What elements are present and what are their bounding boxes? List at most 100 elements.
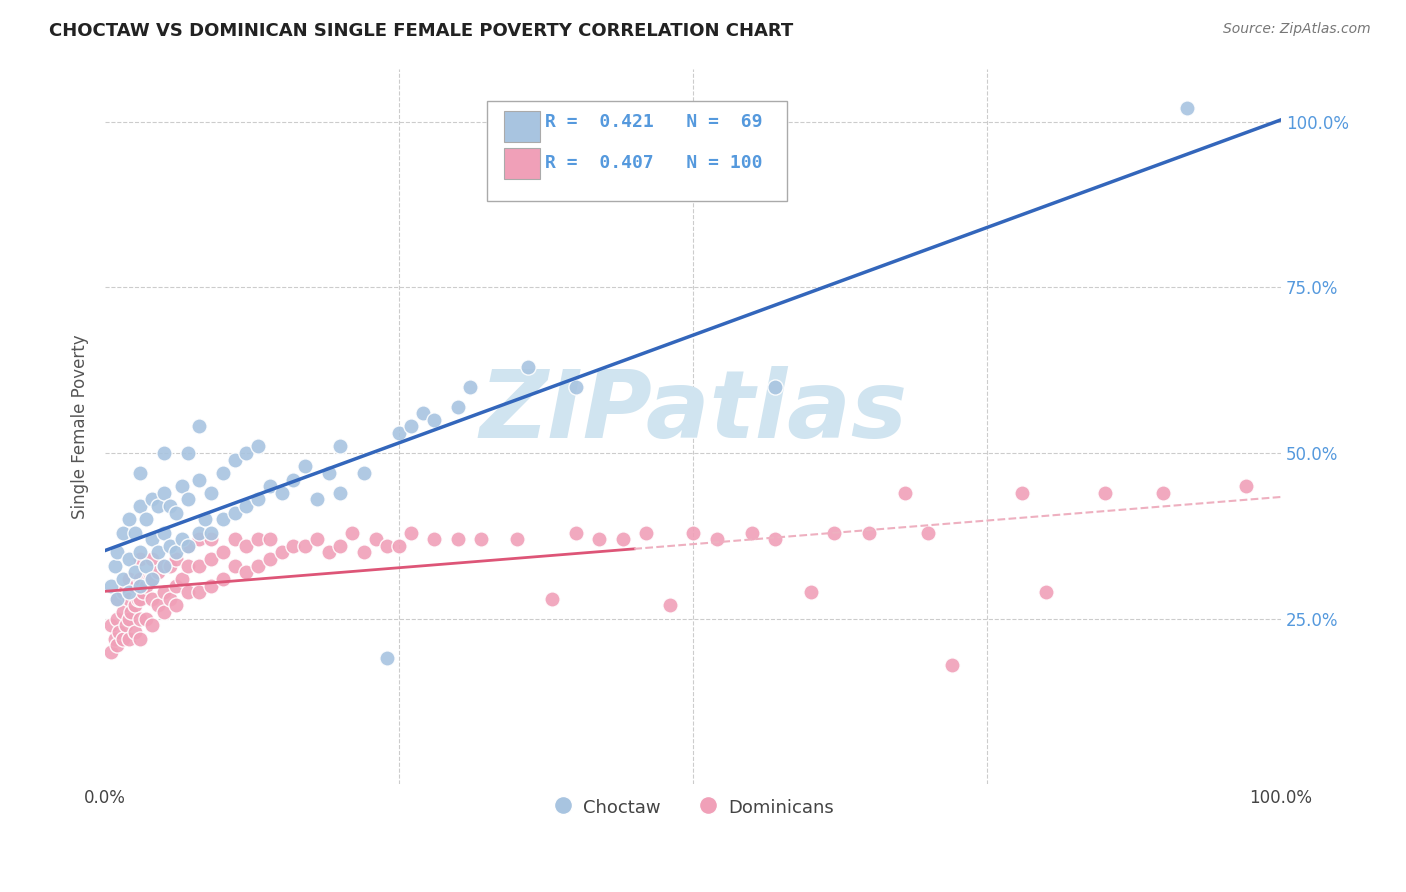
- Point: [159, 591, 181, 606]
- Point: [141, 572, 163, 586]
- Point: [153, 525, 176, 540]
- Point: [294, 459, 316, 474]
- Point: [141, 591, 163, 606]
- Point: [118, 512, 141, 526]
- Point: [340, 525, 363, 540]
- Point: [318, 466, 340, 480]
- Point: [200, 552, 222, 566]
- Point: [129, 612, 152, 626]
- Point: [124, 624, 146, 639]
- Point: [270, 545, 292, 559]
- Text: R =  0.407   N = 100: R = 0.407 N = 100: [546, 154, 762, 172]
- Point: [170, 479, 193, 493]
- Point: [146, 499, 169, 513]
- Point: [120, 605, 142, 619]
- Point: [423, 413, 446, 427]
- Point: [388, 539, 411, 553]
- Point: [153, 585, 176, 599]
- Point: [129, 572, 152, 586]
- Point: [118, 591, 141, 606]
- FancyBboxPatch shape: [503, 148, 540, 179]
- Point: [165, 552, 187, 566]
- Point: [211, 545, 233, 559]
- Point: [111, 632, 134, 646]
- Point: [165, 599, 187, 613]
- Point: [176, 539, 198, 553]
- Point: [141, 552, 163, 566]
- Point: [224, 452, 246, 467]
- Point: [105, 638, 128, 652]
- Point: [377, 539, 399, 553]
- Point: [706, 532, 728, 546]
- Point: [200, 525, 222, 540]
- Point: [124, 599, 146, 613]
- Point: [129, 545, 152, 559]
- Point: [917, 525, 939, 540]
- Point: [470, 532, 492, 546]
- Point: [129, 632, 152, 646]
- Text: CHOCTAW VS DOMINICAN SINGLE FEMALE POVERTY CORRELATION CHART: CHOCTAW VS DOMINICAN SINGLE FEMALE POVER…: [49, 22, 793, 40]
- Point: [800, 585, 823, 599]
- Y-axis label: Single Female Poverty: Single Female Poverty: [72, 334, 89, 519]
- Point: [588, 532, 610, 546]
- Point: [318, 545, 340, 559]
- Point: [235, 566, 257, 580]
- Point: [388, 426, 411, 441]
- Point: [741, 525, 763, 540]
- Point: [283, 539, 305, 553]
- Point: [634, 525, 657, 540]
- Point: [111, 605, 134, 619]
- Point: [541, 591, 564, 606]
- Point: [105, 545, 128, 559]
- Point: [170, 572, 193, 586]
- Point: [247, 439, 270, 453]
- Point: [200, 532, 222, 546]
- Point: [129, 499, 152, 513]
- Point: [153, 558, 176, 573]
- Point: [132, 585, 155, 599]
- Point: [153, 446, 176, 460]
- Point: [141, 572, 163, 586]
- Point: [141, 492, 163, 507]
- Point: [100, 645, 122, 659]
- Point: [111, 525, 134, 540]
- Point: [399, 419, 422, 434]
- Point: [235, 499, 257, 513]
- Point: [200, 578, 222, 592]
- Point: [188, 419, 211, 434]
- Point: [176, 558, 198, 573]
- Point: [165, 545, 187, 559]
- Point: [941, 658, 963, 673]
- Point: [124, 566, 146, 580]
- Point: [135, 512, 157, 526]
- Text: R =  0.421   N =  69: R = 0.421 N = 69: [546, 113, 762, 131]
- Point: [1175, 101, 1198, 115]
- Point: [108, 624, 131, 639]
- Point: [188, 585, 211, 599]
- Point: [893, 485, 915, 500]
- Point: [146, 599, 169, 613]
- Point: [129, 552, 152, 566]
- Point: [111, 572, 134, 586]
- Point: [270, 485, 292, 500]
- Point: [329, 485, 352, 500]
- Point: [211, 572, 233, 586]
- Point: [458, 380, 481, 394]
- Point: [353, 545, 375, 559]
- Point: [194, 512, 217, 526]
- Point: [364, 532, 387, 546]
- Point: [658, 599, 681, 613]
- Point: [104, 632, 127, 646]
- Point: [447, 400, 470, 414]
- Point: [188, 473, 211, 487]
- Point: [115, 618, 138, 632]
- Point: [165, 578, 187, 592]
- Point: [111, 585, 134, 599]
- Point: [235, 539, 257, 553]
- Point: [377, 651, 399, 665]
- Point: [211, 512, 233, 526]
- Point: [105, 591, 128, 606]
- Point: [259, 552, 281, 566]
- Point: [135, 558, 157, 573]
- Text: ZIPatlas: ZIPatlas: [479, 366, 907, 458]
